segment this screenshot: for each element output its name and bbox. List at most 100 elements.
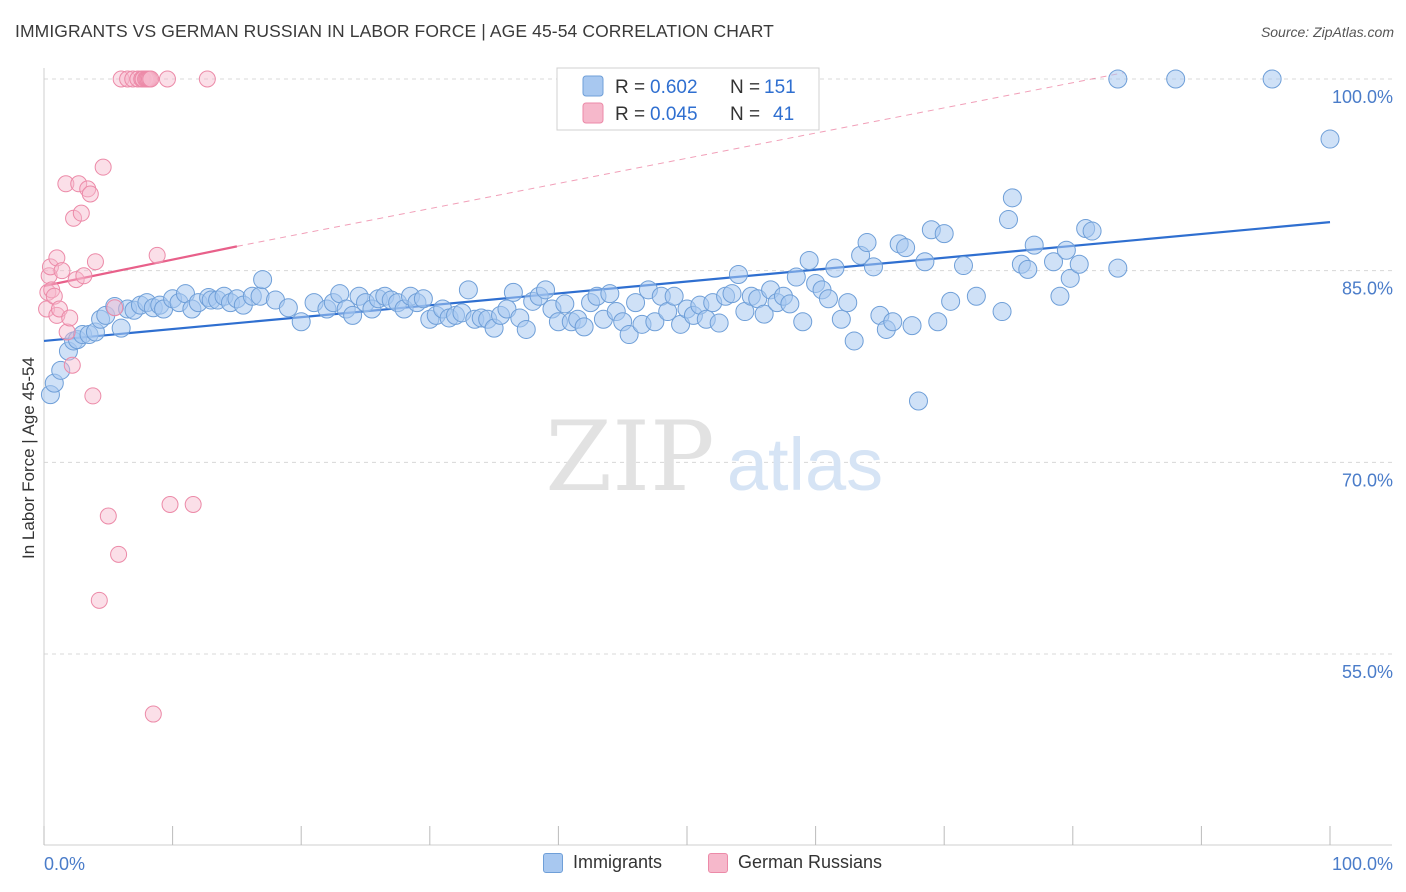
data-point-immigrants (934, 224, 954, 244)
y-tick-label: 55.0% (1342, 662, 1393, 682)
data-point-german-russians (38, 300, 56, 318)
grid-layer (44, 78, 1392, 655)
data-point-immigrants (1320, 129, 1340, 149)
data-point-german-russians (40, 267, 58, 285)
chart-title: IMMIGRANTS VS GERMAN RUSSIAN IN LABOR FO… (15, 21, 774, 41)
data-point-german-russians (161, 496, 179, 513)
data-point-german-russians (81, 185, 99, 203)
data-point-immigrants (780, 294, 800, 314)
data-point-german-russians (144, 705, 162, 723)
data-point-immigrants (799, 250, 819, 270)
data-point-immigrants (1060, 268, 1080, 288)
data-point-immigrants (722, 284, 742, 304)
data-point-german-russians (198, 70, 216, 88)
data-point-immigrants (857, 233, 877, 253)
data-point-german-russians (119, 70, 137, 88)
legend-item-immigrants: Immigrants (543, 852, 662, 873)
data-point-immigrants (626, 293, 646, 313)
source-label: Source: ZipAtlas.com (1260, 24, 1394, 40)
data-point-german-russians (148, 246, 166, 264)
data-point-german-russians (142, 70, 160, 88)
legend-swatch (708, 852, 728, 873)
data-point-german-russians (158, 70, 176, 88)
legend-n-label: N = (730, 104, 760, 125)
points-layer (38, 69, 1340, 723)
data-point-german-russians (94, 158, 112, 176)
data-point-immigrants (1262, 69, 1282, 89)
legend-label: German Russians (738, 852, 883, 872)
data-point-german-russians (124, 70, 142, 88)
data-point-german-russians (48, 249, 66, 267)
legend-label: Immigrants (573, 852, 663, 872)
data-point-german-russians (184, 496, 202, 513)
data-point-immigrants (1082, 221, 1102, 241)
watermark-atlas: atlas (727, 423, 883, 506)
data-point-immigrants (458, 280, 478, 300)
data-point-german-russians (86, 253, 104, 271)
data-point-german-russians (79, 180, 97, 198)
legend-n-value: 41 (773, 104, 794, 125)
y-tick-label: 100.0% (1332, 87, 1393, 107)
data-point-immigrants (902, 316, 922, 336)
data-point-immigrants (645, 312, 665, 332)
y-tick-label: 70.0% (1342, 470, 1393, 490)
data-point-german-russians (75, 267, 93, 285)
data-point-immigrants (664, 286, 684, 306)
data-point-immigrants (825, 258, 845, 278)
data-point-german-russians (84, 387, 102, 405)
data-point-immigrants (1044, 252, 1064, 272)
axes-layer (43, 68, 1392, 846)
trendline-german-russians-extension (236, 72, 1125, 247)
data-point-immigrants (1069, 254, 1089, 274)
legend-top: R = 0.602 N = 151 R = 0.045 N = 41 (556, 67, 820, 131)
x-tick-label: 0.0% (44, 854, 85, 874)
data-point-immigrants (111, 318, 131, 338)
legend-swatch (543, 852, 563, 873)
data-point-immigrants (793, 312, 813, 332)
data-point-immigrants (709, 313, 729, 333)
x-tick-label: 100.0% (1332, 854, 1393, 874)
data-point-german-russians (112, 70, 130, 88)
data-point-immigrants (883, 312, 903, 332)
data-point-immigrants (413, 289, 433, 309)
legend-swatch-immigrants (582, 75, 604, 97)
data-point-immigrants (754, 304, 774, 324)
data-point-german-russians (106, 299, 124, 317)
data-point-german-russians (99, 507, 117, 525)
data-point-immigrants (574, 317, 594, 337)
data-point-immigrants (966, 286, 986, 306)
data-point-immigrants (1024, 235, 1044, 255)
y-axis-label: In Labor Force | Age 45-54 (19, 357, 38, 559)
data-point-immigrants (278, 298, 298, 318)
data-point-immigrants (838, 293, 858, 313)
legend-r-label: R = (615, 77, 645, 98)
legend-r-value: 0.045 (650, 104, 698, 125)
data-point-immigrants (1108, 69, 1128, 89)
legend-swatch-german-russians (582, 102, 604, 124)
data-point-immigrants (992, 302, 1012, 322)
legend-n-label: N = (730, 77, 760, 98)
data-point-immigrants (1050, 286, 1070, 306)
trendline-immigrants (43, 221, 1331, 343)
data-point-german-russians (63, 356, 81, 374)
legend-item-german-russians: German Russians (708, 852, 882, 873)
watermark-zip: ZIP (545, 401, 714, 513)
data-point-immigrants (999, 210, 1018, 230)
legend-bottom: Immigrants German Russians (0, 852, 1406, 878)
data-point-immigrants (908, 391, 928, 411)
data-point-immigrants (619, 325, 639, 345)
data-point-german-russians (90, 591, 108, 609)
legend-r-value: 0.602 (650, 77, 698, 98)
legend-n-value: 151 (764, 77, 796, 98)
data-point-immigrants (536, 280, 556, 300)
data-point-german-russians (67, 271, 85, 289)
data-point-immigrants (600, 284, 620, 304)
data-point-immigrants (941, 291, 961, 311)
data-point-german-russians (53, 262, 71, 280)
data-point-immigrants (896, 238, 916, 258)
data-point-immigrants (1166, 69, 1186, 89)
data-point-immigrants (928, 312, 948, 332)
data-point-german-russians (72, 204, 90, 222)
data-point-immigrants (1056, 240, 1076, 260)
